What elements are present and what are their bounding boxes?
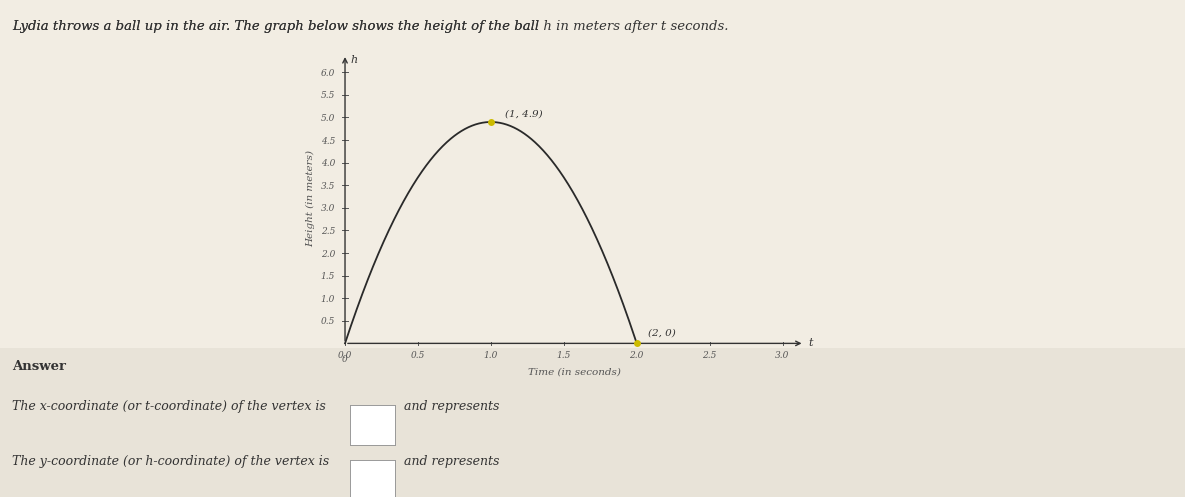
Y-axis label: Height (in meters): Height (in meters) <box>306 150 315 248</box>
Text: t: t <box>809 338 813 348</box>
Text: (2, 0): (2, 0) <box>648 328 677 337</box>
Text: The x-coordinate (or t-coordinate) of the vertex is: The x-coordinate (or t-coordinate) of th… <box>12 400 326 413</box>
Text: Answer: Answer <box>12 360 66 373</box>
Text: Lydia throws a ball up in the air. The graph below shows the height of the ball : Lydia throws a ball up in the air. The g… <box>12 20 729 33</box>
Text: h: h <box>351 55 358 65</box>
Text: and represents: and represents <box>404 400 499 413</box>
Text: and represents: and represents <box>404 455 499 468</box>
Text: Lydia throws a ball up in the air. The graph below shows the height of the ball: Lydia throws a ball up in the air. The g… <box>12 20 543 33</box>
Text: 0: 0 <box>342 355 348 364</box>
X-axis label: Time (in seconds): Time (in seconds) <box>529 368 621 377</box>
Text: (1, 4.9): (1, 4.9) <box>506 109 543 119</box>
Text: The y-coordinate (or h-coordinate) of the vertex is: The y-coordinate (or h-coordinate) of th… <box>12 455 329 468</box>
